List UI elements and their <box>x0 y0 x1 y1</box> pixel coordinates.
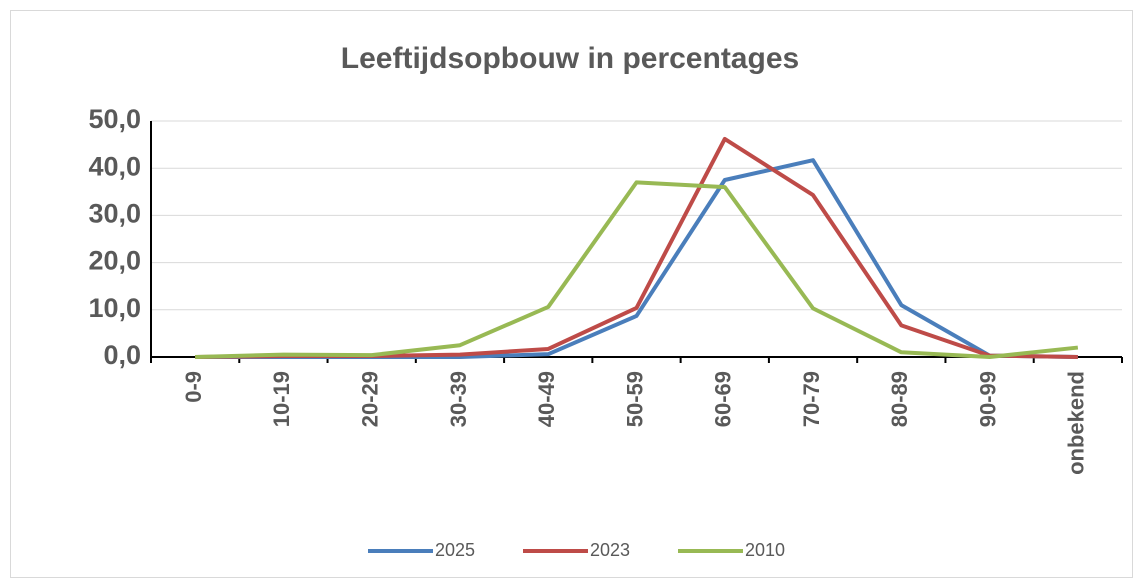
y-tick-label: 0,0 <box>103 340 141 370</box>
x-tick-label: 80-89 <box>887 371 912 427</box>
x-tick-label: 20-29 <box>357 371 382 427</box>
x-tick-label: 90-99 <box>975 371 1000 427</box>
y-tick-label: 50,0 <box>88 104 141 134</box>
chart-border <box>10 10 1133 578</box>
y-tick-label: 20,0 <box>88 246 141 276</box>
legend-label: 2023 <box>590 540 630 560</box>
x-tick-label: 0-9 <box>181 371 206 403</box>
y-tick-label: 10,0 <box>88 293 141 323</box>
x-tick-label: 30-39 <box>446 371 471 427</box>
x-tick-label: 60-69 <box>711 371 736 427</box>
y-tick-label: 30,0 <box>88 199 141 229</box>
x-tick-label: 50-59 <box>622 371 647 427</box>
series-line <box>195 180 1079 359</box>
x-tick-label: onbekend <box>1064 371 1089 475</box>
x-tick-label: 10-19 <box>269 371 294 427</box>
legend-label: 2025 <box>435 540 475 560</box>
chart-title: Leeftijdsopbouw in percentages <box>341 42 799 75</box>
y-tick-label: 40,0 <box>88 151 141 181</box>
legend-label: 2010 <box>745 540 785 560</box>
x-tick-label: 70-79 <box>799 371 824 427</box>
x-tick-label: 40-49 <box>534 371 559 427</box>
